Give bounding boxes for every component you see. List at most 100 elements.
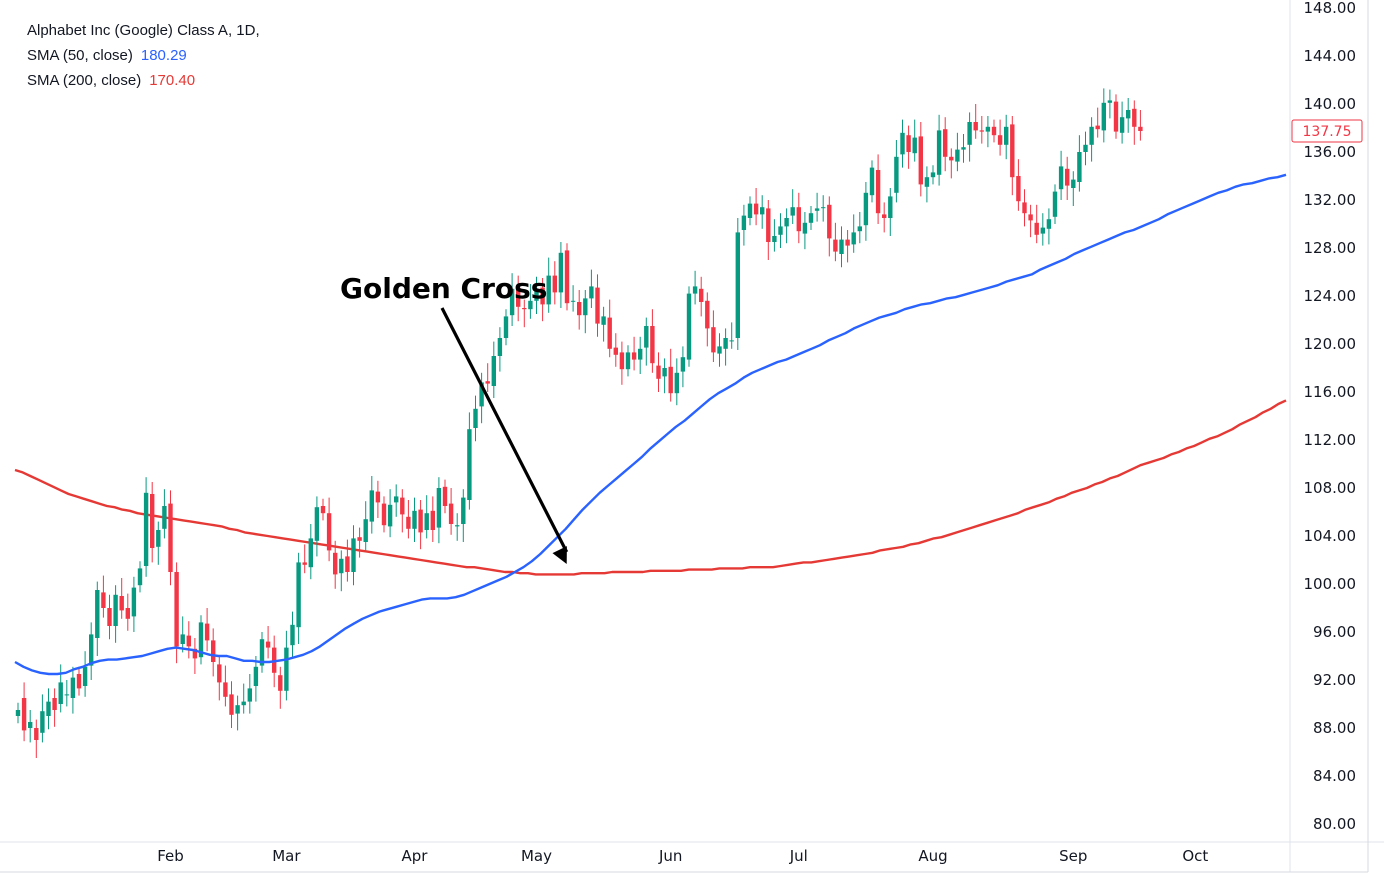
candle (845, 230, 850, 263)
candle-body (985, 126, 991, 132)
candle (711, 310, 716, 362)
x-tick-label: Mar (272, 847, 301, 865)
candle-body (308, 538, 313, 568)
candle-body (253, 666, 259, 686)
candle-body (644, 326, 649, 348)
candle (985, 116, 991, 148)
x-tick-label: May (521, 847, 552, 865)
candle (1058, 150, 1064, 200)
candle (95, 581, 100, 656)
candle-body (833, 239, 838, 252)
candle-body (107, 608, 112, 626)
candle-body (296, 562, 301, 628)
candle (631, 336, 637, 371)
candle-body (1101, 102, 1106, 131)
candle-body (259, 639, 265, 666)
candle (723, 328, 728, 366)
candle-body (1028, 214, 1033, 221)
candle-body (28, 722, 33, 728)
candle (424, 495, 429, 539)
x-tick-label: Feb (157, 847, 184, 865)
candle-body (314, 507, 320, 541)
y-tick-label: 140.00 (1304, 95, 1357, 113)
candle-body (137, 568, 143, 586)
candle-body (1065, 168, 1070, 186)
candle-body (198, 622, 204, 658)
candle (686, 286, 692, 367)
candle-body (1113, 101, 1119, 132)
candle-body (467, 429, 472, 500)
candle (808, 206, 814, 230)
candle-body (845, 239, 850, 246)
x-tick-label: Jun (658, 847, 682, 865)
candle-body (162, 506, 167, 529)
candle (1126, 98, 1131, 133)
candle-body (619, 352, 625, 370)
candle (509, 273, 515, 326)
candle (284, 630, 289, 701)
y-tick-label: 144.00 (1304, 47, 1357, 65)
candle-body (656, 365, 661, 379)
candle (595, 274, 600, 337)
candle-body (668, 366, 673, 394)
candle-body (906, 135, 911, 152)
candle (1083, 131, 1088, 166)
candle-body (1022, 202, 1027, 214)
candle (58, 664, 63, 713)
candle (198, 615, 204, 665)
candle (833, 222, 838, 262)
candle (394, 484, 399, 517)
candle (729, 322, 734, 349)
candle-body (607, 317, 612, 349)
candle-body (247, 688, 252, 702)
candle-body (278, 675, 283, 691)
candle (888, 188, 893, 236)
candle (827, 196, 832, 257)
candle (21, 682, 27, 742)
candle-body (1126, 110, 1131, 119)
candle (894, 140, 899, 203)
candle (772, 219, 777, 252)
candle-body (638, 348, 643, 360)
candle-body (76, 674, 82, 689)
candle (1004, 114, 1009, 160)
candle (320, 498, 326, 521)
candle (882, 202, 887, 233)
candle-body (442, 486, 448, 506)
candle (314, 496, 320, 557)
candle (89, 622, 94, 680)
candle (906, 125, 911, 169)
candle-body (461, 497, 466, 524)
candle (64, 680, 69, 707)
y-tick-label: 116.00 (1304, 383, 1357, 401)
candle-body (583, 298, 588, 316)
y-tick-label: 88.00 (1313, 719, 1356, 737)
candle (217, 656, 222, 701)
candle-body (577, 302, 582, 316)
candle-body (473, 408, 478, 428)
legend-sma50: SMA (50, close) 180.29 (27, 43, 260, 68)
x-tick-label: Sep (1059, 847, 1087, 865)
candle (784, 208, 789, 244)
candle-body (790, 207, 795, 216)
candle-body (894, 156, 899, 193)
x-tick-label: Jul (789, 847, 808, 865)
candle-body (406, 516, 411, 529)
candle-body (143, 492, 149, 566)
candle (863, 182, 869, 241)
y-tick-label: 96.00 (1313, 623, 1356, 641)
candle-body (229, 694, 234, 715)
x-tick-label: Apr (402, 847, 429, 865)
candle (461, 489, 466, 542)
candle (119, 578, 124, 619)
candle (400, 489, 405, 533)
candle-body (680, 357, 686, 372)
legend-sma50-value: 180.29 (140, 47, 187, 64)
y-tick-label: 92.00 (1313, 671, 1356, 689)
candle-body (528, 300, 533, 310)
candle-body (418, 509, 423, 533)
sma50-line (14, 173, 1287, 676)
candle-body (723, 338, 728, 349)
y-tick-label: 120.00 (1304, 335, 1357, 353)
